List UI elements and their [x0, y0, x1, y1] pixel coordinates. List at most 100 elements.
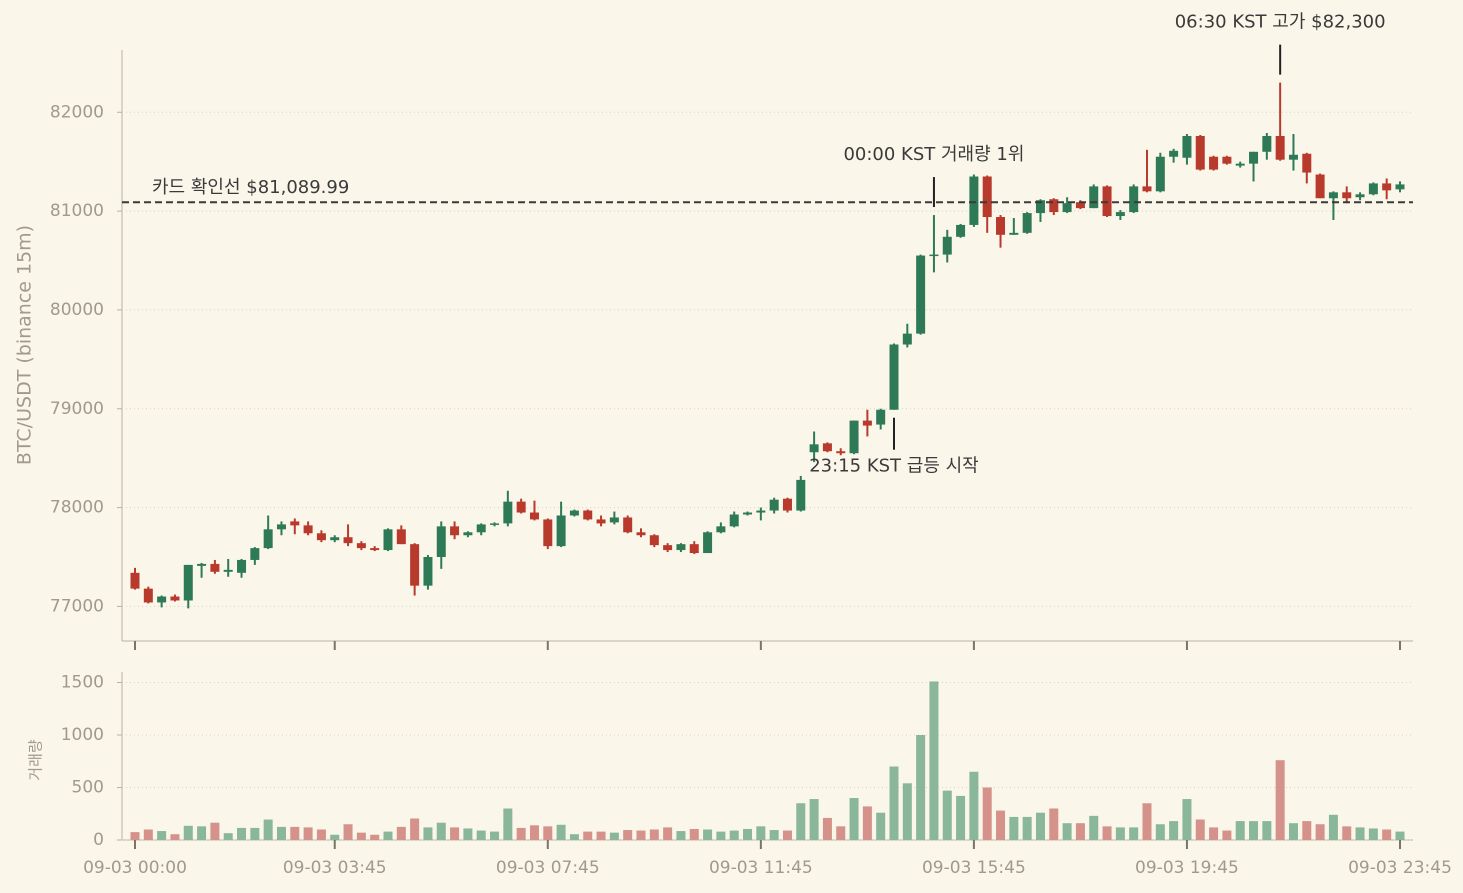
volume-bar [822, 817, 832, 840]
x-tick-label: 09-03 23:45 [1348, 858, 1452, 878]
volume-bar [916, 735, 926, 840]
volume-bar [250, 827, 260, 840]
volume-bar [516, 827, 526, 840]
candle-body [1368, 183, 1378, 195]
candle-body [916, 255, 926, 334]
volume-bar [383, 831, 393, 840]
y-tick-label: 0 [93, 830, 104, 850]
candle-body [503, 501, 513, 524]
volume-bar [1142, 803, 1152, 840]
candle-body [982, 176, 992, 218]
y-tick-label: 79000 [50, 399, 104, 419]
volume-bar [609, 832, 619, 840]
volume-bar [1315, 824, 1325, 840]
volume-bar [237, 827, 247, 840]
candle-body [383, 529, 393, 551]
candle-body [1009, 232, 1019, 235]
annotation: 06:30 KST 고가 $82,300 [1175, 12, 1386, 33]
candle-body [822, 443, 832, 452]
candle-body [463, 532, 473, 536]
candle-body [889, 344, 899, 410]
volume-bar [1075, 823, 1085, 840]
volume-bar [330, 834, 340, 840]
volume-bar [969, 771, 979, 840]
annotation: 00:00 KST 거래량 1위 [843, 144, 1024, 165]
candle-body [969, 176, 979, 225]
volume-bar [396, 826, 406, 840]
volume-bar [902, 783, 912, 840]
candle-body [929, 254, 939, 257]
candle-body [556, 515, 566, 547]
volume-bar [663, 827, 673, 840]
volume-bar [1395, 831, 1405, 840]
candle-body [543, 519, 553, 547]
candle-body [1195, 135, 1205, 170]
candle-body [450, 526, 460, 536]
candle-body [769, 499, 779, 511]
candle-body [996, 217, 1006, 235]
volume-bar [410, 818, 420, 840]
volume-bar [716, 831, 726, 840]
candle-body [1209, 156, 1219, 170]
candle-body [1169, 150, 1179, 157]
candle-body [689, 544, 699, 554]
volume-bar [303, 827, 313, 840]
volume-bar [210, 822, 220, 840]
volume-axis-label: 거래량 [27, 739, 45, 781]
volume-bar [1382, 829, 1392, 840]
volume-bar [290, 826, 300, 840]
candle-body [1115, 212, 1125, 217]
volume-bar [1249, 821, 1259, 840]
volume-bar [1342, 826, 1352, 840]
candle-body [649, 535, 659, 546]
y-tick-label: 78000 [50, 498, 104, 518]
volume-bar [1129, 827, 1139, 840]
volume-bar [183, 825, 193, 840]
candle-body [1342, 192, 1352, 199]
volume-bar [809, 799, 819, 840]
x-tick-label: 09-03 19:45 [1135, 858, 1239, 878]
volume-bar [849, 798, 859, 840]
volume-bar [130, 832, 140, 840]
volume-bar [316, 829, 326, 840]
volume-bar [263, 819, 273, 840]
volume-bar [476, 830, 486, 840]
candle-body [1315, 174, 1325, 199]
volume-bar [1115, 827, 1125, 840]
volume-bar [583, 831, 593, 840]
candle-body [1222, 156, 1232, 164]
candle-body [756, 510, 766, 513]
candle-body [210, 563, 220, 572]
candle-body [663, 545, 673, 551]
candle-body [596, 519, 606, 524]
candle-body [197, 563, 207, 566]
volume-bar [676, 831, 686, 840]
x-tick-label: 09-03 11:45 [709, 858, 813, 878]
candle-body [1155, 156, 1165, 192]
volume-bar [157, 831, 167, 840]
volume-bar [929, 681, 939, 840]
volume-bar [543, 826, 553, 840]
candle-body [476, 524, 486, 533]
volume-bar [423, 827, 433, 840]
candle-body [263, 529, 273, 549]
candle-body [529, 512, 539, 520]
volume-bar [982, 787, 992, 840]
candle-body [183, 564, 193, 601]
candle-body [862, 420, 872, 426]
x-tick-label: 09-03 15:45 [922, 858, 1026, 878]
candle-body [583, 510, 593, 520]
candle-body [1062, 203, 1072, 213]
y-tick-label: 82000 [50, 102, 104, 122]
volume-bar [463, 828, 473, 840]
y-tick-label: 80000 [50, 300, 104, 320]
volume-bar [276, 826, 286, 840]
volume-bar [1355, 827, 1365, 840]
volume-bar [1368, 828, 1378, 840]
candle-body [902, 333, 912, 345]
candle-body [157, 596, 167, 603]
candle-body [1275, 135, 1285, 160]
volume-bar [769, 830, 779, 840]
candle-body [356, 543, 366, 549]
candle-body [410, 544, 420, 586]
